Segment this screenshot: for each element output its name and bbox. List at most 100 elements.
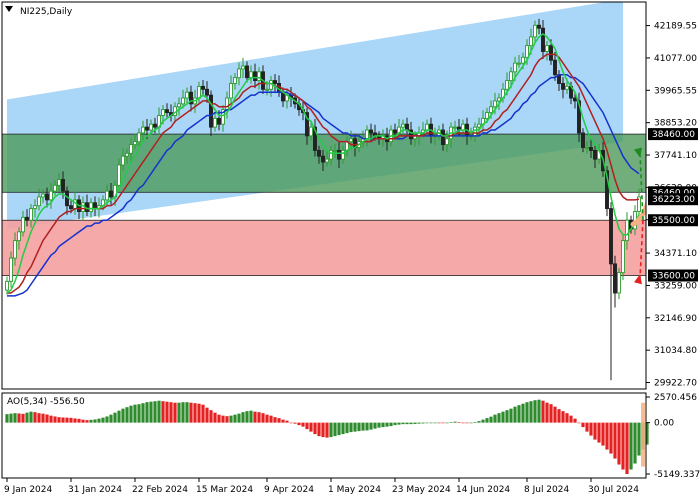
candle-body	[637, 196, 641, 212]
ao-bar	[625, 422, 629, 474]
ao-bar	[589, 422, 593, 436]
candle-body	[249, 71, 253, 79]
ao-bar	[61, 417, 65, 423]
ao-bar	[413, 422, 417, 424]
collapse-triangle-icon[interactable]	[5, 6, 13, 12]
ao-bar	[489, 416, 493, 423]
ao-bar	[369, 422, 373, 430]
ao-bar	[133, 404, 137, 423]
ao-bar	[113, 412, 117, 423]
ao-bar	[597, 422, 601, 443]
ao-bar	[433, 422, 437, 424]
ao-bar	[605, 422, 609, 450]
candle-body	[349, 138, 353, 143]
ao-bar	[613, 422, 617, 459]
candle-body	[529, 36, 533, 47]
ao-bar	[377, 422, 381, 428]
ao-bar	[417, 422, 421, 424]
ao-bar	[549, 404, 553, 423]
ao-bar	[37, 413, 41, 423]
ao-bar	[13, 413, 17, 423]
candle-body	[333, 149, 337, 152]
ao-bar	[261, 413, 265, 423]
price-y-tick-label: 34371.10	[654, 249, 697, 259]
ao-bar	[117, 410, 121, 423]
x-tick-label: 9 Jan 2024	[4, 485, 52, 495]
candle-body	[313, 126, 317, 151]
ao-bar	[241, 412, 245, 423]
ao-indicator-label: AO(5,34) -556.50	[7, 397, 85, 407]
ao-bar	[457, 422, 461, 423]
ao-bar	[273, 417, 277, 423]
candle-body	[325, 158, 329, 163]
ao-bar	[313, 422, 317, 435]
candle-body	[165, 109, 169, 114]
ao-bar	[353, 422, 357, 432]
candle-body	[589, 147, 593, 151]
candle-body	[17, 231, 21, 242]
ao-bar	[129, 405, 133, 423]
ao-bar	[365, 422, 369, 431]
candle-body	[585, 147, 589, 149]
ao-bar	[253, 411, 257, 423]
ao-bar	[393, 422, 397, 426]
ao-bar	[573, 418, 577, 423]
candle-body	[105, 190, 109, 201]
ao-bar	[9, 413, 13, 423]
ao-bar	[461, 422, 465, 424]
candle-body	[317, 149, 321, 157]
candle-body	[233, 77, 237, 84]
candle-body	[161, 109, 165, 116]
ao-bar	[445, 422, 449, 424]
ao-bar	[505, 410, 509, 423]
candle-body	[221, 109, 225, 125]
ao-bar	[509, 408, 513, 423]
ao-bar	[425, 422, 429, 424]
ao-bar	[389, 422, 393, 427]
ao-bar	[57, 417, 61, 423]
ao-bar	[453, 421, 457, 423]
x-tick-label: 31 Jan 2024	[68, 485, 122, 495]
candle-body	[241, 65, 245, 70]
candle-body	[177, 103, 181, 108]
candle-body	[153, 123, 157, 128]
ao-bar	[181, 402, 185, 423]
ao-bar	[85, 420, 89, 423]
ao-bar	[577, 422, 581, 424]
ao-bar	[97, 418, 101, 423]
ao-bar	[289, 422, 293, 424]
candle-body	[49, 190, 53, 201]
price-y-tick-label: 42189.55	[654, 22, 697, 32]
ao-bar	[473, 422, 477, 423]
ao-bar	[633, 422, 637, 464]
candle-body	[553, 59, 557, 76]
candle-body	[581, 132, 585, 148]
ao-bar	[73, 418, 77, 423]
price-y-tick-label: 38853.20	[654, 119, 697, 129]
candle-body	[477, 123, 481, 128]
forecast-down-line	[639, 220, 644, 279]
x-tick-label: 30 Jul 2024	[588, 485, 639, 495]
ao-bar	[521, 403, 525, 423]
ao-bar	[529, 401, 533, 423]
ma-mid-line	[7, 53, 640, 294]
ao-bar	[109, 414, 113, 423]
candle-body	[117, 164, 121, 186]
ao-bar	[301, 422, 305, 427]
ao-bar	[481, 419, 485, 423]
ao-bar	[173, 402, 177, 423]
candle-body	[29, 208, 33, 221]
ao-bar	[385, 422, 389, 427]
candle-body	[25, 216, 29, 221]
candle-body	[617, 272, 621, 294]
ao-bar	[497, 413, 501, 423]
candle-body	[605, 170, 609, 210]
ao-bar	[165, 401, 169, 423]
ao-bar	[345, 422, 349, 434]
ao-bar	[125, 407, 129, 423]
ao-bar	[33, 412, 37, 423]
candle-body	[577, 100, 581, 134]
price-level-label: 33600.00	[652, 272, 695, 282]
ao-bar	[137, 404, 141, 423]
